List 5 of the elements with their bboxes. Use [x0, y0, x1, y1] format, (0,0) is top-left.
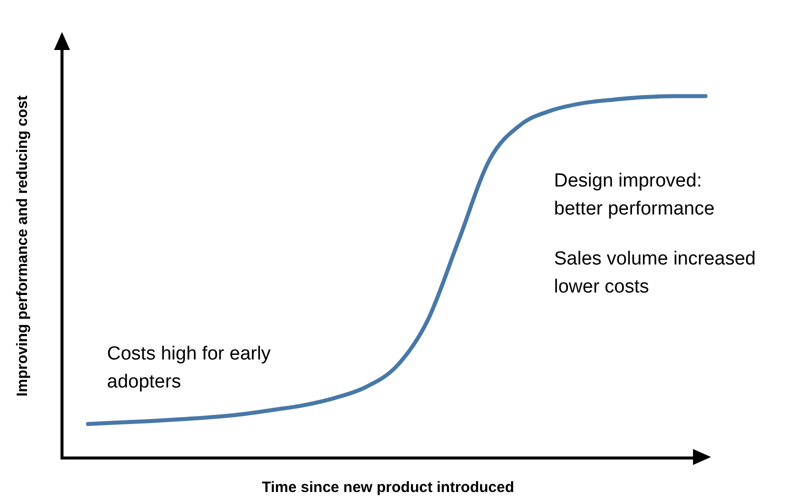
annotation: Sales volume increased lower costs	[554, 248, 756, 298]
y-axis-title: Improving performance and reducing cost	[14, 96, 31, 396]
annotation: Costs high for early adopters	[107, 344, 272, 393]
annotation: Design improved: better performance	[554, 170, 715, 220]
x-axis-title: Time since new product introduced	[262, 479, 514, 496]
